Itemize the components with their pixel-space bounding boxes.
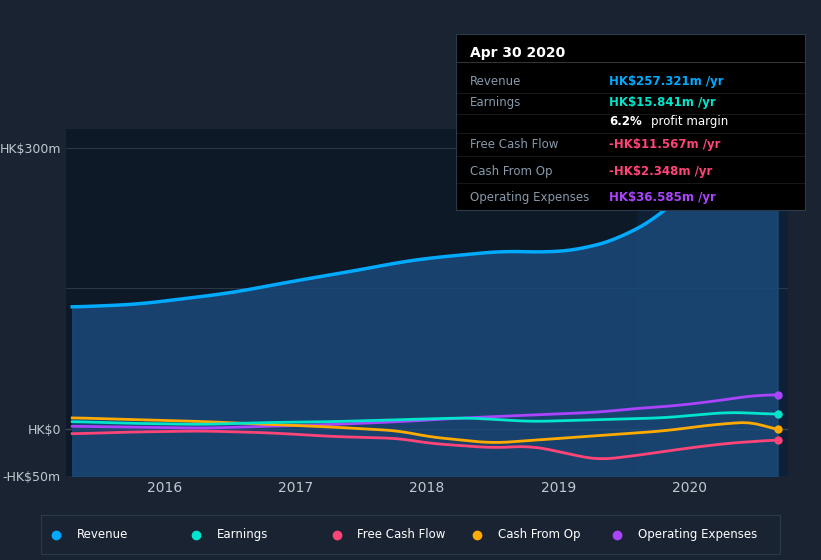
Text: Free Cash Flow: Free Cash Flow: [470, 138, 558, 151]
Text: Apr 30 2020: Apr 30 2020: [470, 46, 565, 60]
Text: profit margin: profit margin: [651, 115, 728, 128]
Text: HK$15.841m /yr: HK$15.841m /yr: [609, 96, 716, 109]
Text: Revenue: Revenue: [76, 528, 128, 542]
Text: HK$257.321m /yr: HK$257.321m /yr: [609, 74, 724, 88]
Text: -HK$11.567m /yr: -HK$11.567m /yr: [609, 138, 721, 151]
Text: Revenue: Revenue: [470, 74, 521, 88]
Text: -HK$2.348m /yr: -HK$2.348m /yr: [609, 165, 713, 178]
Text: Earnings: Earnings: [217, 528, 268, 542]
Text: 6.2%: 6.2%: [609, 115, 642, 128]
Text: Earnings: Earnings: [470, 96, 521, 109]
Text: Operating Expenses: Operating Expenses: [638, 528, 757, 542]
Text: Cash From Op: Cash From Op: [470, 165, 552, 178]
Text: Operating Expenses: Operating Expenses: [470, 191, 589, 204]
Bar: [637, 129, 788, 476]
Text: Free Cash Flow: Free Cash Flow: [357, 528, 446, 542]
Text: Cash From Op: Cash From Op: [498, 528, 580, 542]
Text: HK$36.585m /yr: HK$36.585m /yr: [609, 191, 716, 204]
